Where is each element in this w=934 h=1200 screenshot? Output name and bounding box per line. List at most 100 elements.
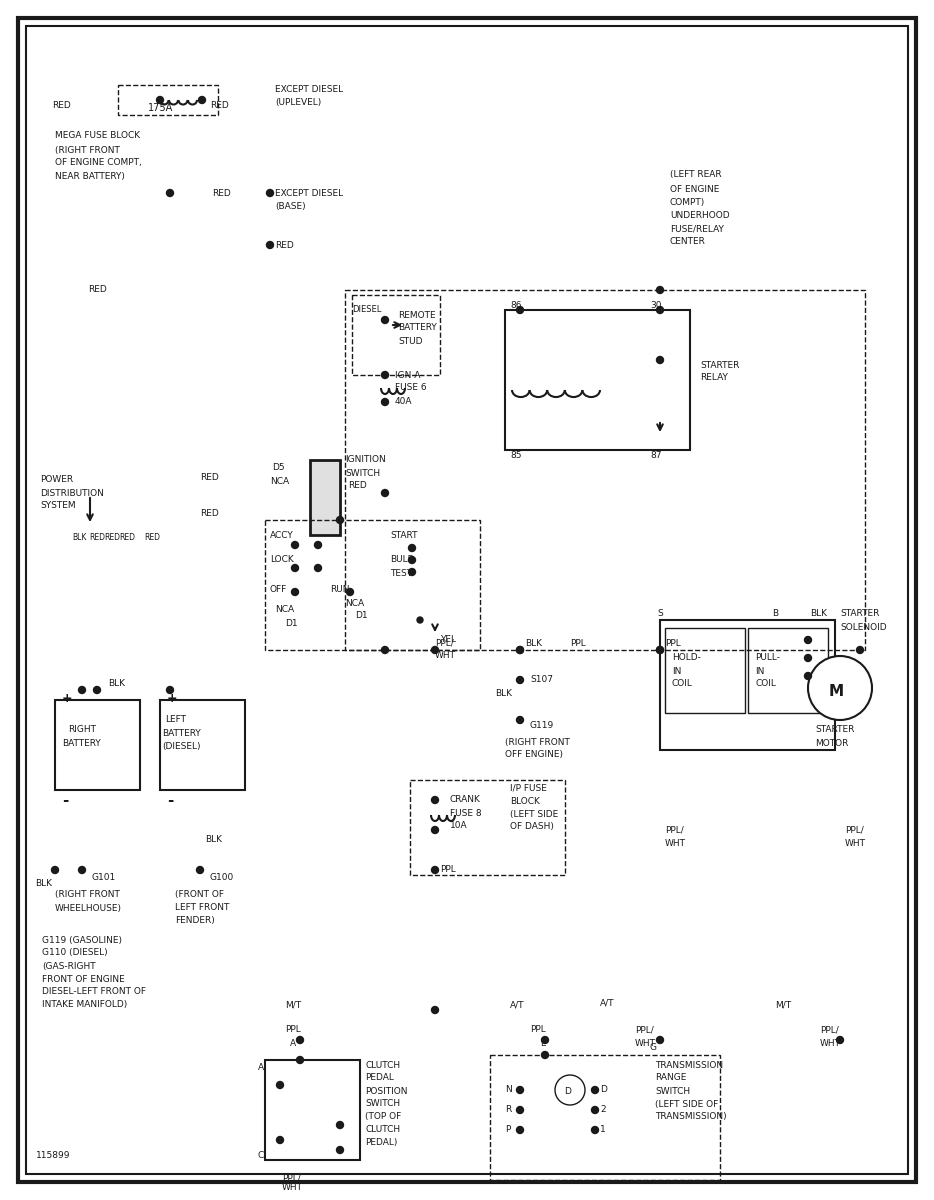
Circle shape: [432, 797, 438, 804]
Text: STUD: STUD: [398, 336, 422, 346]
Circle shape: [517, 1106, 523, 1114]
Text: IGNITION: IGNITION: [345, 456, 386, 464]
Text: LOCK: LOCK: [270, 556, 294, 564]
Text: COIL: COIL: [755, 679, 776, 689]
Circle shape: [432, 647, 438, 654]
Bar: [118, 85, 218, 115]
Text: PPL/: PPL/: [845, 826, 864, 834]
Circle shape: [336, 1146, 344, 1153]
Text: D1: D1: [355, 612, 368, 620]
Text: RED: RED: [275, 240, 294, 250]
Text: PPL/: PPL/: [282, 1174, 301, 1182]
Text: WHT: WHT: [635, 1038, 656, 1048]
Text: R: R: [505, 1105, 511, 1115]
Text: (DIESEL): (DIESEL): [162, 742, 201, 750]
Circle shape: [542, 1051, 548, 1058]
Text: (LEFT SIDE: (LEFT SIDE: [510, 810, 559, 818]
Circle shape: [542, 1037, 548, 1044]
Text: START: START: [390, 530, 417, 540]
Text: -: -: [167, 792, 174, 808]
Text: CLUTCH: CLUTCH: [365, 1126, 400, 1134]
Text: WHT: WHT: [435, 650, 456, 660]
Text: BLOCK: BLOCK: [510, 797, 540, 805]
Text: POWER: POWER: [40, 475, 73, 485]
Text: WHT: WHT: [665, 839, 686, 847]
Text: BLK: BLK: [525, 638, 542, 648]
Circle shape: [517, 647, 523, 654]
Text: PPL/: PPL/: [435, 638, 454, 648]
Circle shape: [417, 617, 423, 623]
Text: STARTER: STARTER: [840, 610, 880, 618]
Circle shape: [296, 1037, 304, 1044]
Text: BLK: BLK: [108, 679, 125, 689]
Text: COMPT): COMPT): [670, 198, 705, 208]
Text: MOTOR: MOTOR: [815, 738, 848, 748]
Text: PPL: PPL: [570, 640, 586, 648]
Text: 30: 30: [650, 300, 661, 310]
Text: RED: RED: [348, 481, 367, 491]
Text: G100: G100: [210, 874, 234, 882]
Circle shape: [517, 677, 523, 684]
Circle shape: [517, 1127, 523, 1134]
Bar: [55, 700, 140, 790]
Text: D1: D1: [285, 618, 298, 628]
Text: IGN A: IGN A: [395, 371, 420, 379]
Text: RIGHT: RIGHT: [68, 726, 96, 734]
Text: WHT: WHT: [845, 839, 866, 847]
Text: (TOP OF: (TOP OF: [365, 1112, 402, 1122]
Circle shape: [657, 356, 663, 364]
Text: (LEFT REAR: (LEFT REAR: [670, 170, 722, 180]
Circle shape: [856, 647, 864, 654]
Text: (RIGHT FRONT: (RIGHT FRONT: [505, 738, 570, 746]
Text: B: B: [771, 610, 778, 618]
Text: E: E: [540, 1038, 545, 1048]
Text: DIESEL: DIESEL: [352, 306, 381, 314]
Text: RANGE: RANGE: [655, 1074, 686, 1082]
Circle shape: [315, 564, 321, 571]
Text: EXCEPT DIESEL: EXCEPT DIESEL: [275, 188, 343, 198]
Text: BATTERY: BATTERY: [162, 728, 201, 738]
Circle shape: [591, 1106, 599, 1114]
Text: G101: G101: [92, 874, 116, 882]
Text: PPL/: PPL/: [820, 1026, 839, 1034]
Text: OF DASH): OF DASH): [510, 822, 554, 832]
Circle shape: [291, 541, 299, 548]
Bar: [265, 1060, 360, 1160]
Text: IN: IN: [755, 666, 764, 676]
Text: PPL/: PPL/: [635, 1026, 654, 1034]
Text: G119: G119: [530, 720, 554, 730]
Text: RED: RED: [144, 533, 160, 541]
Circle shape: [657, 647, 663, 654]
Circle shape: [517, 306, 523, 313]
Text: (LEFT SIDE OF: (LEFT SIDE OF: [655, 1099, 718, 1109]
Text: EXCEPT DIESEL: EXCEPT DIESEL: [275, 85, 343, 95]
Circle shape: [432, 1007, 438, 1014]
Text: 175A: 175A: [148, 103, 173, 113]
Text: BLK: BLK: [810, 608, 827, 618]
Circle shape: [804, 672, 812, 679]
Circle shape: [276, 1081, 284, 1088]
Text: DIESEL-LEFT FRONT OF: DIESEL-LEFT FRONT OF: [42, 988, 146, 996]
Circle shape: [315, 541, 321, 548]
Text: OF ENGINE COMPT,: OF ENGINE COMPT,: [55, 158, 142, 168]
Text: RELAY: RELAY: [700, 373, 728, 383]
Text: 10A: 10A: [450, 822, 468, 830]
Bar: [505, 310, 690, 450]
Text: RED: RED: [200, 474, 219, 482]
Text: DISTRIBUTION: DISTRIBUTION: [40, 488, 104, 498]
Bar: [352, 295, 440, 374]
Text: A: A: [258, 1063, 264, 1073]
Text: BLK: BLK: [205, 835, 222, 845]
Text: LEFT: LEFT: [165, 715, 186, 725]
Bar: [665, 628, 745, 713]
Circle shape: [408, 569, 416, 576]
Bar: [660, 620, 835, 750]
Text: PPL: PPL: [285, 1026, 301, 1034]
Circle shape: [266, 241, 274, 248]
Bar: [345, 290, 865, 650]
Circle shape: [157, 96, 163, 103]
Text: (GAS-RIGHT: (GAS-RIGHT: [42, 961, 95, 971]
Text: INTAKE MANIFOLD): INTAKE MANIFOLD): [42, 1001, 127, 1009]
Text: BLK: BLK: [35, 880, 52, 888]
Text: S107: S107: [530, 676, 553, 684]
